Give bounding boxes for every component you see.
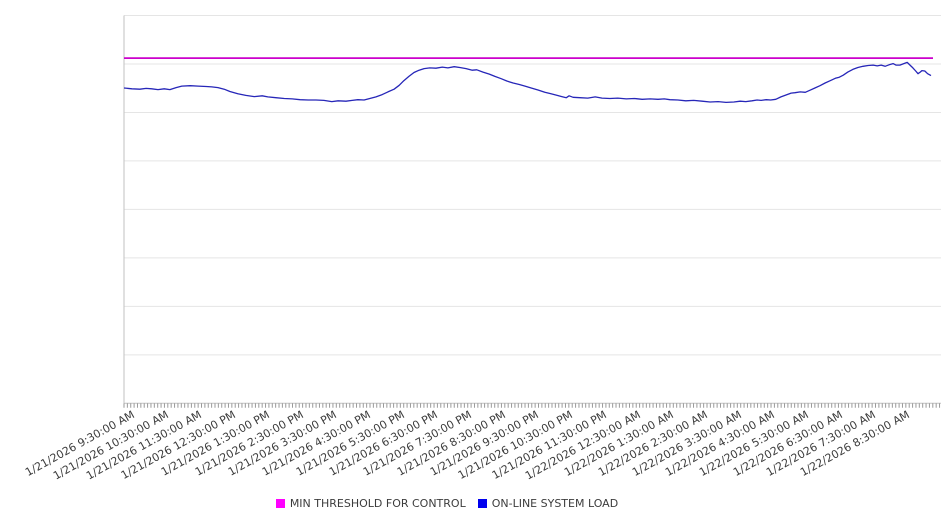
- legend-swatch-load-icon: [477, 499, 487, 508]
- load-line: [123, 61, 932, 104]
- chart-legend: MIN THRESHOLD FOR CONTROL ON-LINE SYSTEM…: [0, 497, 920, 510]
- legend-label-load: ON-LINE SYSTEM LOAD: [491, 497, 619, 510]
- legend-swatch-threshold-icon: [275, 499, 285, 508]
- x-axis-minor-ticks: [123, 403, 941, 408]
- legend-label-threshold: MIN THRESHOLD FOR CONTROL: [289, 497, 466, 510]
- legend-item-threshold: MIN THRESHOLD FOR CONTROL: [275, 497, 466, 510]
- legend-item-load: ON-LINE SYSTEM LOAD: [477, 497, 619, 510]
